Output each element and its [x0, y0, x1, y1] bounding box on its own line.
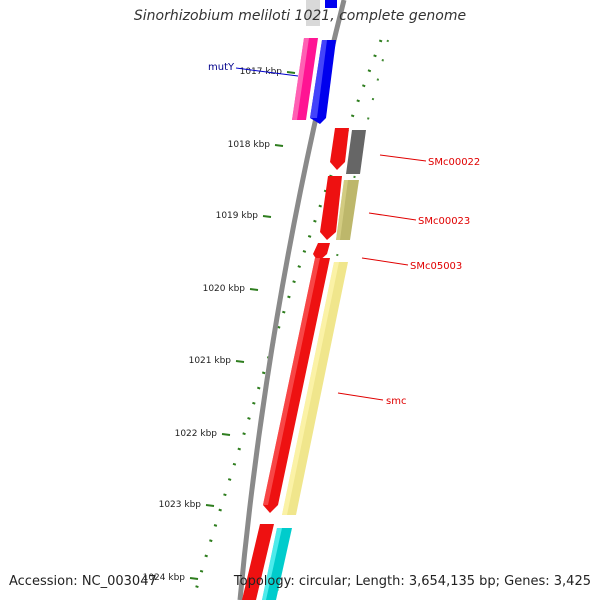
- feature-faded-blue: [325, 0, 337, 8]
- tick-mark-1020: [249, 288, 259, 291]
- tick-mark-1024: [189, 577, 199, 580]
- feature-faded-grey: [306, 0, 320, 26]
- smc00023-arrow: [320, 176, 342, 240]
- tick-mark-1023: [205, 504, 215, 507]
- tick-label-1020: 1020 kbp: [203, 284, 246, 294]
- feature-magenta-highlight: [292, 38, 309, 120]
- feature-bottom-cyan-highlight: [262, 528, 282, 600]
- smc00022-callout-line: [379, 154, 427, 162]
- mutY-arrow-highlight: [310, 40, 327, 118]
- gene-label-smc00022[interactable]: SMc00022: [428, 157, 480, 168]
- gene-label-smc00023[interactable]: SMc00023: [418, 216, 470, 227]
- tick-ring: [191, 39, 383, 600]
- tick-mark-1018: [274, 144, 284, 147]
- smc-partner-highlight: [282, 262, 339, 515]
- tick-mark-1019: [262, 215, 272, 218]
- smc-arrow: [263, 258, 330, 513]
- smc05003-arrow: [313, 243, 330, 262]
- tick-label-1022: 1022 kbp: [175, 429, 218, 439]
- mutY-callout-line: [235, 67, 299, 77]
- tick-label-1017: 1017 kbp: [240, 67, 283, 77]
- smc00022-arrow: [330, 128, 349, 170]
- tick-label-1021: 1021 kbp: [189, 356, 232, 366]
- feature-bottom-red: [242, 524, 274, 600]
- map-title: Sinorhizobium meliloti 1021, complete ge…: [133, 8, 467, 24]
- smc00023-callout-line: [368, 212, 417, 221]
- tick-mark-1022: [221, 433, 231, 436]
- smc05003-callout-line: [361, 257, 409, 266]
- smc00023-partner-highlight: [336, 180, 348, 240]
- tick-label-1023: 1023 kbp: [159, 500, 202, 510]
- tick-label-1018: 1018 kbp: [228, 140, 271, 150]
- gene-label-mutY[interactable]: mutY: [208, 62, 235, 73]
- smc-callout-line: [337, 392, 384, 401]
- smc-arrow-highlight: [263, 258, 320, 505]
- tick-label-1024: 1024 kbp: [143, 573, 186, 583]
- smc00022-partner: [346, 130, 366, 174]
- gene-label-smc05003[interactable]: SMc05003: [410, 261, 462, 272]
- genome-summary-text: Topology: circular; Length: 3,654,135 bp…: [233, 574, 591, 589]
- tick-mark-1017: [286, 71, 296, 74]
- tick-mark-1021: [235, 360, 245, 363]
- gene-label-smc[interactable]: smc: [386, 396, 406, 407]
- accession-text: Accession: NC_003047: [9, 574, 157, 589]
- tick-label-1019: 1019 kbp: [216, 211, 259, 221]
